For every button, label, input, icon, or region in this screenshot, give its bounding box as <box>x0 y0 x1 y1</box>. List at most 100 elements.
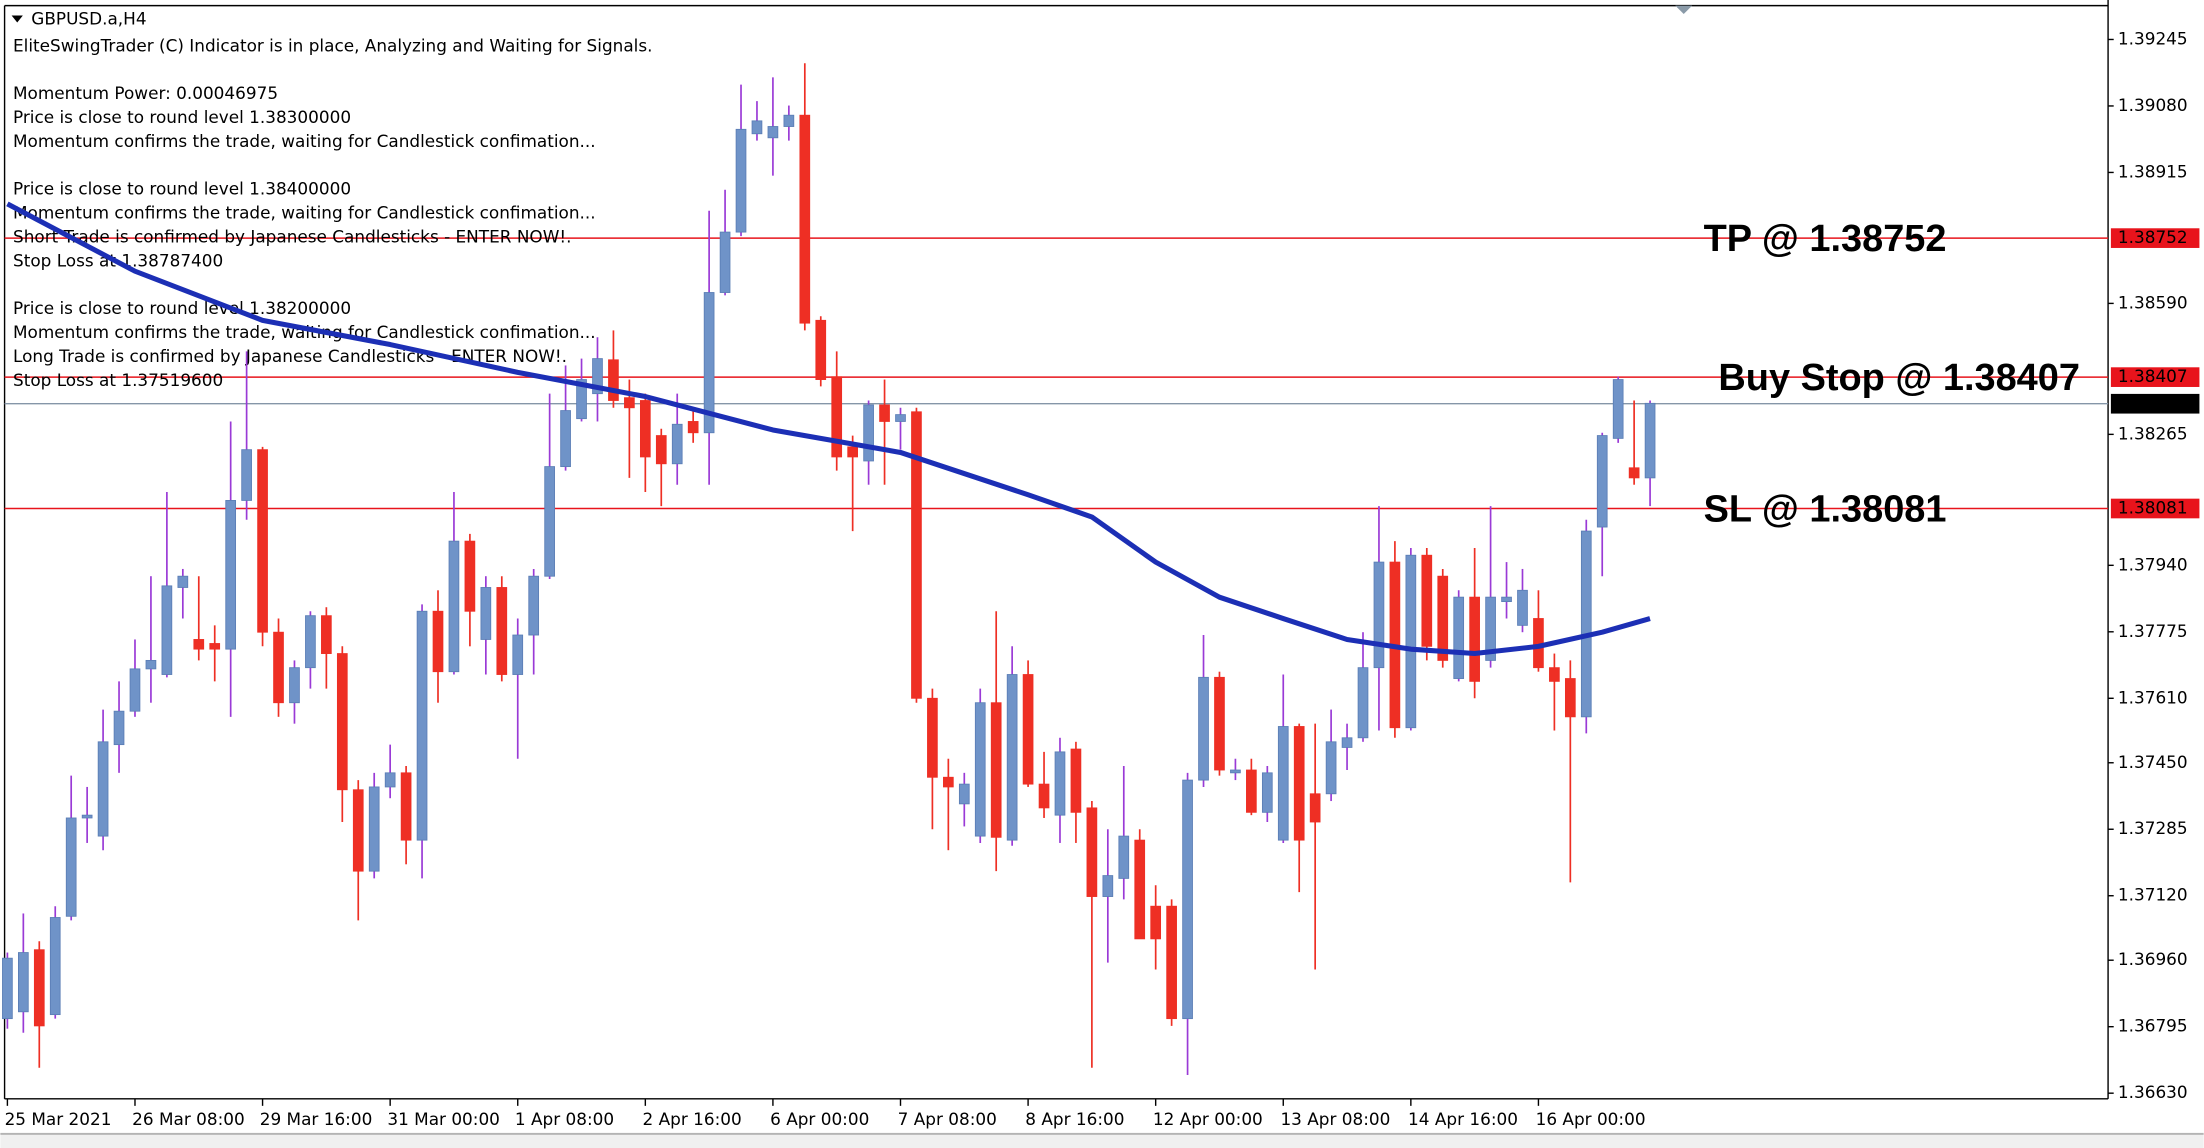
level-price-label: 1.38752 <box>2118 227 2188 247</box>
y-tick-label: 1.37610 <box>2118 687 2188 707</box>
candle-body <box>560 410 571 468</box>
x-tick-label: 31 Mar 00:00 <box>387 1109 500 1129</box>
status-text: Price is close to round level 1.38400000 <box>13 179 351 199</box>
candle-body <box>257 449 268 633</box>
candle-body <box>1054 751 1066 816</box>
candle-body <box>113 710 125 746</box>
candle-body <box>1293 726 1305 841</box>
status-text: Price is close to round level 1.38200000 <box>13 298 351 318</box>
candle-body <box>895 414 906 422</box>
y-tick-label: 1.37120 <box>2118 885 2188 905</box>
candle-body <box>735 128 747 233</box>
y-tick-label: 1.37940 <box>2118 554 2188 574</box>
candle-body <box>1182 779 1193 1020</box>
candle-body <box>352 789 364 872</box>
candle-body <box>193 639 205 650</box>
x-tick-label: 25 Mar 2021 <box>5 1109 112 1129</box>
candle-body <box>177 575 189 588</box>
candle-body <box>879 404 890 422</box>
y-tick-label: 1.39245 <box>2118 28 2188 48</box>
candle-body <box>783 114 795 127</box>
status-text: Stop Loss at 1.37519600 <box>13 370 223 390</box>
candle-body <box>1437 575 1449 661</box>
candle-body <box>1341 737 1353 748</box>
level-price-label: 1.38081 <box>2118 498 2188 518</box>
candle-body <box>368 786 380 872</box>
candle-body <box>1612 379 1624 439</box>
candle-body <box>1564 678 1576 718</box>
candle-body <box>767 126 779 139</box>
candle-body <box>1150 905 1162 940</box>
candle-body <box>608 359 619 401</box>
candle-body <box>1469 596 1480 682</box>
level-annotation: SL @ 1.38081 <box>1704 488 1947 530</box>
candle-body <box>464 540 476 612</box>
candle-body <box>687 421 699 434</box>
x-tick-label: 8 Apr 16:00 <box>1025 1109 1124 1129</box>
level-annotation: Buy Stop @ 1.38407 <box>1718 357 2080 399</box>
candle-body <box>1214 676 1225 771</box>
x-tick-label: 1 Apr 08:00 <box>515 1109 614 1129</box>
status-text: Momentum confirms the trade, waiting for… <box>13 322 596 342</box>
candle-body <box>65 817 77 917</box>
candle-body <box>1198 676 1209 781</box>
candle-body <box>512 634 524 675</box>
y-tick-label: 1.39080 <box>2118 95 2188 115</box>
candle-body <box>1309 793 1321 823</box>
candle-body <box>1086 807 1098 897</box>
candle-body <box>1038 783 1050 809</box>
candle-body <box>1453 596 1465 679</box>
candle-body <box>639 400 651 458</box>
candle-body <box>1325 741 1337 795</box>
candle-body <box>273 631 284 704</box>
candle-body <box>1644 402 1656 479</box>
candle-body <box>1230 769 1241 774</box>
x-tick-label: 14 Apr 16:00 <box>1408 1109 1518 1129</box>
y-tick-label: 1.36960 <box>2118 949 2188 969</box>
candle-body <box>1134 839 1146 940</box>
candle-body <box>799 114 811 324</box>
candle-body <box>289 667 300 704</box>
candle-body <box>33 949 45 1027</box>
chart-title: GBPUSD.a,H4 <box>31 9 146 29</box>
candle-body <box>1373 561 1385 669</box>
candle-body <box>384 772 396 788</box>
candle-body <box>1006 674 1018 841</box>
status-text: Momentum confirms the trade, waiting for… <box>13 203 596 223</box>
y-tick-label: 1.36630 <box>2118 1082 2188 1102</box>
bottom-strip <box>0 1132 2204 1148</box>
candle-body <box>496 587 508 675</box>
candle-body <box>911 411 922 699</box>
candle-body <box>974 702 986 837</box>
moving-average-line <box>6 201 1651 657</box>
candle-body <box>480 587 492 640</box>
level-price-label: 1.38407 <box>2118 366 2188 386</box>
candle-body <box>943 776 954 788</box>
x-tick-label: 29 Mar 16:00 <box>260 1109 373 1129</box>
candle-body <box>831 376 843 458</box>
candle-body <box>225 500 237 650</box>
x-tick-label: 12 Apr 00:00 <box>1153 1109 1263 1129</box>
candle-body <box>1357 667 1369 739</box>
y-tick-label: 1.37450 <box>2118 752 2188 772</box>
candle-body <box>145 659 157 670</box>
candle-body <box>1277 726 1289 841</box>
candle-body <box>719 231 731 293</box>
x-tick-label: 7 Apr 08:00 <box>898 1109 997 1129</box>
status-text: EliteSwingTrader (C) Indicator is in pla… <box>13 35 652 55</box>
y-tick-label: 1.38265 <box>2118 423 2188 443</box>
x-tick-label: 6 Apr 00:00 <box>770 1109 869 1129</box>
level-price-box <box>2110 228 2200 248</box>
candle-body <box>448 540 460 673</box>
shift-marker <box>1675 5 1693 15</box>
status-text: Momentum Power: 0.00046975 <box>13 83 278 103</box>
candle-body <box>1580 530 1592 718</box>
level-annotation: TP @ 1.38752 <box>1704 218 1947 260</box>
candle-body <box>1118 835 1130 879</box>
candle-body <box>1261 772 1273 813</box>
candle-body <box>305 615 316 669</box>
candle-body <box>1596 435 1608 528</box>
candle-body <box>927 697 938 778</box>
